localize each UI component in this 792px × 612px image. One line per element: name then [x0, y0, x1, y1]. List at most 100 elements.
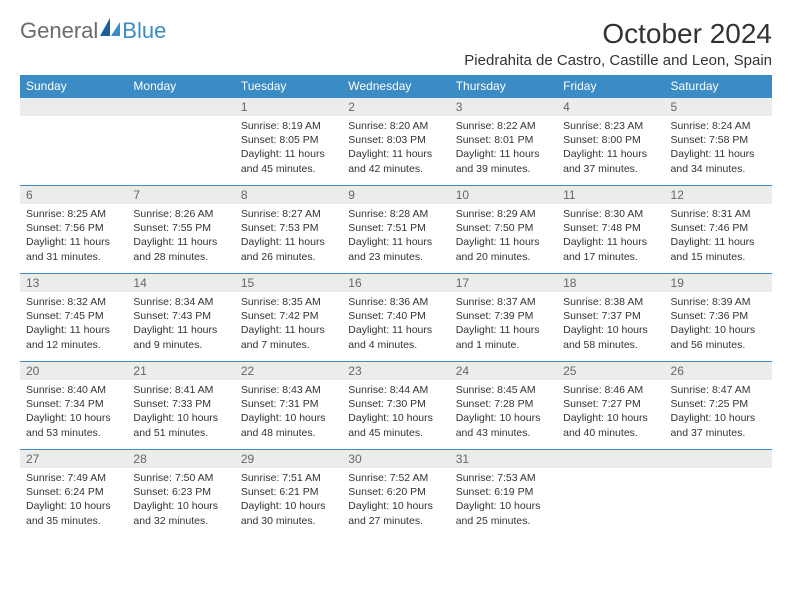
sunrise-text: Sunrise: 8:24 AM — [671, 119, 766, 133]
sail-icon — [100, 18, 122, 44]
day-header-row: Sunday Monday Tuesday Wednesday Thursday… — [20, 75, 772, 98]
sunset-text: Sunset: 7:56 PM — [26, 221, 121, 235]
sunrise-text: Sunrise: 8:34 AM — [133, 295, 228, 309]
day-number: 10 — [450, 186, 557, 204]
day-details: Sunrise: 8:46 AMSunset: 7:27 PMDaylight:… — [557, 380, 664, 445]
calendar-cell: 31Sunrise: 7:53 AMSunset: 6:19 PMDayligh… — [450, 450, 557, 538]
sunset-text: Sunset: 7:39 PM — [456, 309, 551, 323]
sunset-text: Sunset: 8:01 PM — [456, 133, 551, 147]
calendar-week-row: 13Sunrise: 8:32 AMSunset: 7:45 PMDayligh… — [20, 274, 772, 362]
calendar-cell: 17Sunrise: 8:37 AMSunset: 7:39 PMDayligh… — [450, 274, 557, 362]
daylight-text: Daylight: 11 hours and 4 minutes. — [348, 323, 443, 351]
calendar-cell: 11Sunrise: 8:30 AMSunset: 7:48 PMDayligh… — [557, 186, 664, 274]
day-details: Sunrise: 8:43 AMSunset: 7:31 PMDaylight:… — [235, 380, 342, 445]
day-number: 21 — [127, 362, 234, 380]
sunrise-text: Sunrise: 8:47 AM — [671, 383, 766, 397]
day-details: Sunrise: 8:36 AMSunset: 7:40 PMDaylight:… — [342, 292, 449, 357]
daylight-text: Daylight: 10 hours and 37 minutes. — [671, 411, 766, 439]
day-header: Thursday — [450, 75, 557, 98]
sunset-text: Sunset: 6:19 PM — [456, 485, 551, 499]
sunset-text: Sunset: 7:31 PM — [241, 397, 336, 411]
logo-text-general: General — [20, 18, 98, 44]
day-number: 14 — [127, 274, 234, 292]
sunrise-text: Sunrise: 8:39 AM — [671, 295, 766, 309]
sunrise-text: Sunrise: 8:26 AM — [133, 207, 228, 221]
day-number: 31 — [450, 450, 557, 468]
sunset-text: Sunset: 7:30 PM — [348, 397, 443, 411]
day-details: Sunrise: 8:45 AMSunset: 7:28 PMDaylight:… — [450, 380, 557, 445]
sunset-text: Sunset: 6:21 PM — [241, 485, 336, 499]
sunset-text: Sunset: 7:37 PM — [563, 309, 658, 323]
day-header: Saturday — [665, 75, 772, 98]
day-number: 29 — [235, 450, 342, 468]
calendar-cell: 3Sunrise: 8:22 AMSunset: 8:01 PMDaylight… — [450, 98, 557, 186]
sunrise-text: Sunrise: 7:49 AM — [26, 471, 121, 485]
sunset-text: Sunset: 7:36 PM — [671, 309, 766, 323]
calendar-cell: 7Sunrise: 8:26 AMSunset: 7:55 PMDaylight… — [127, 186, 234, 274]
day-number: 27 — [20, 450, 127, 468]
day-details: Sunrise: 8:20 AMSunset: 8:03 PMDaylight:… — [342, 116, 449, 181]
day-number: 26 — [665, 362, 772, 380]
day-details: Sunrise: 8:29 AMSunset: 7:50 PMDaylight:… — [450, 204, 557, 269]
day-number — [665, 450, 772, 468]
daylight-text: Daylight: 11 hours and 45 minutes. — [241, 147, 336, 175]
sunrise-text: Sunrise: 8:36 AM — [348, 295, 443, 309]
calendar-cell: 6Sunrise: 8:25 AMSunset: 7:56 PMDaylight… — [20, 186, 127, 274]
calendar-week-row: 27Sunrise: 7:49 AMSunset: 6:24 PMDayligh… — [20, 450, 772, 538]
title-block: October 2024 Piedrahita de Castro, Casti… — [464, 18, 772, 69]
day-number — [557, 450, 664, 468]
day-number: 20 — [20, 362, 127, 380]
day-number: 16 — [342, 274, 449, 292]
day-number: 23 — [342, 362, 449, 380]
day-header: Tuesday — [235, 75, 342, 98]
daylight-text: Daylight: 11 hours and 23 minutes. — [348, 235, 443, 263]
calendar-cell: 4 Sunrise: 8:23 AMSunset: 8:00 PMDaylight… — [557, 98, 664, 186]
calendar-cell: 22Sunrise: 8:43 AMSunset: 7:31 PMDayligh… — [235, 362, 342, 450]
sunset-text: Sunset: 7:33 PM — [133, 397, 228, 411]
sunset-text: Sunset: 8:05 PM — [241, 133, 336, 147]
calendar-cell: 19Sunrise: 8:39 AMSunset: 7:36 PMDayligh… — [665, 274, 772, 362]
sunset-text: Sunset: 7:50 PM — [456, 221, 551, 235]
sunrise-text: Sunrise: 8:45 AM — [456, 383, 551, 397]
day-number: 12 — [665, 186, 772, 204]
calendar-cell: 8Sunrise: 8:27 AMSunset: 7:53 PMDaylight… — [235, 186, 342, 274]
day-number: 11 — [557, 186, 664, 204]
daylight-text: Daylight: 11 hours and 28 minutes. — [133, 235, 228, 263]
sunrise-text: Sunrise: 7:52 AM — [348, 471, 443, 485]
day-number — [20, 98, 127, 116]
sunset-text: Sunset: 8:00 PM — [563, 133, 658, 147]
daylight-text: Daylight: 11 hours and 9 minutes. — [133, 323, 228, 351]
day-details: Sunrise: 8:26 AMSunset: 7:55 PMDaylight:… — [127, 204, 234, 269]
sunrise-text: Sunrise: 8:35 AM — [241, 295, 336, 309]
calendar-table: Sunday Monday Tuesday Wednesday Thursday… — [20, 75, 772, 538]
sunrise-text: Sunrise: 8:23 AM — [563, 119, 658, 133]
daylight-text: Daylight: 10 hours and 45 minutes. — [348, 411, 443, 439]
calendar-cell: 25Sunrise: 8:46 AMSunset: 7:27 PMDayligh… — [557, 362, 664, 450]
calendar-cell: 10Sunrise: 8:29 AMSunset: 7:50 PMDayligh… — [450, 186, 557, 274]
day-details: Sunrise: 7:51 AMSunset: 6:21 PMDaylight:… — [235, 468, 342, 533]
day-number: 5 — [665, 98, 772, 116]
day-details: Sunrise: 8:47 AMSunset: 7:25 PMDaylight:… — [665, 380, 772, 445]
daylight-text: Daylight: 10 hours and 25 minutes. — [456, 499, 551, 527]
daylight-text: Daylight: 11 hours and 37 minutes. — [563, 147, 658, 175]
day-number: 1 — [235, 98, 342, 116]
calendar-week-row: 1Sunrise: 8:19 AMSunset: 8:05 PMDaylight… — [20, 98, 772, 186]
day-details: Sunrise: 8:44 AMSunset: 7:30 PMDaylight:… — [342, 380, 449, 445]
day-details: Sunrise: 8:24 AMSunset: 7:58 PMDaylight:… — [665, 116, 772, 181]
daylight-text: Daylight: 11 hours and 12 minutes. — [26, 323, 121, 351]
day-details: Sunrise: 8:38 AMSunset: 7:37 PMDaylight:… — [557, 292, 664, 357]
day-details: Sunrise: 8:35 AMSunset: 7:42 PMDaylight:… — [235, 292, 342, 357]
daylight-text: Daylight: 11 hours and 1 minute. — [456, 323, 551, 351]
day-number: 4 — [557, 98, 664, 116]
sunset-text: Sunset: 7:43 PM — [133, 309, 228, 323]
day-number: 25 — [557, 362, 664, 380]
calendar-cell: 30Sunrise: 7:52 AMSunset: 6:20 PMDayligh… — [342, 450, 449, 538]
sunrise-text: Sunrise: 8:20 AM — [348, 119, 443, 133]
daylight-text: Daylight: 11 hours and 31 minutes. — [26, 235, 121, 263]
page-header: General Blue October 2024 Piedrahita de … — [20, 18, 772, 69]
day-number: 3 — [450, 98, 557, 116]
sunset-text: Sunset: 7:40 PM — [348, 309, 443, 323]
calendar-cell: 2Sunrise: 8:20 AMSunset: 8:03 PMDaylight… — [342, 98, 449, 186]
sunrise-text: Sunrise: 8:41 AM — [133, 383, 228, 397]
sunrise-text: Sunrise: 8:32 AM — [26, 295, 121, 309]
